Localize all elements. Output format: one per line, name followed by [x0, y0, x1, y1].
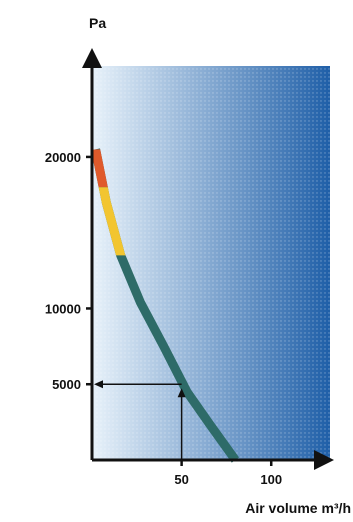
reading-vertical-arrowhead [177, 388, 186, 398]
y-tick-label-5000: 5000 [52, 377, 81, 392]
y-axis-title: Pa [89, 15, 106, 31]
tick-layer: 5000 10000 20000 50 100 [45, 150, 282, 487]
curve-layer [91, 148, 240, 463]
x-axis-arrowhead [314, 450, 334, 470]
y-axis-arrowhead [82, 48, 102, 68]
curve-zone-1 [98, 187, 126, 256]
y-tick-label-20000: 20000 [45, 150, 81, 165]
axes [82, 48, 334, 470]
annotation-layer [94, 380, 186, 460]
x-tick-label-50: 50 [174, 472, 188, 487]
x-tick-label-100: 100 [260, 472, 282, 487]
reading-horizontal-arrowhead [94, 380, 103, 389]
y-tick-label-10000: 10000 [45, 301, 81, 316]
x-axis-title: Air volume m³/h [245, 500, 351, 516]
plot-dot-texture [92, 66, 330, 460]
